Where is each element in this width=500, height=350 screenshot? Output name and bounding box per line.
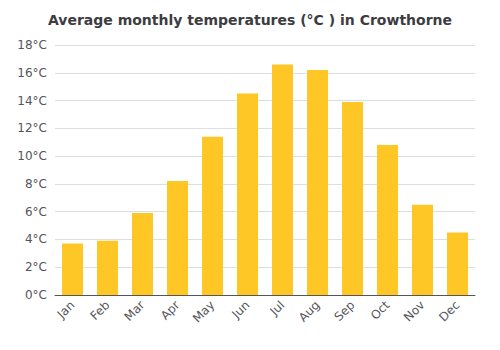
svg-text:Sep: Sep <box>332 298 358 324</box>
svg-text:Apr: Apr <box>158 298 183 323</box>
svg-text:Jan: Jan <box>54 298 78 322</box>
svg-text:16°C: 16°C <box>17 66 47 80</box>
svg-text:May: May <box>190 298 217 325</box>
svg-text:2°C: 2°C <box>25 260 47 274</box>
svg-text:14°C: 14°C <box>17 94 47 108</box>
svg-text:Nov: Nov <box>401 298 427 324</box>
svg-text:8°C: 8°C <box>25 177 47 191</box>
svg-text:Dec: Dec <box>436 298 462 324</box>
svg-text:18°C: 18°C <box>17 38 47 52</box>
svg-text:0°C: 0°C <box>25 288 47 302</box>
svg-text:Average monthly temperatures (: Average monthly temperatures (°C ) in Cr… <box>48 12 452 28</box>
svg-text:4°C: 4°C <box>25 232 47 246</box>
svg-text:10°C: 10°C <box>17 149 47 163</box>
svg-text:12°C: 12°C <box>17 121 47 135</box>
svg-text:Aug: Aug <box>296 298 322 324</box>
svg-text:Jun: Jun <box>229 298 253 322</box>
svg-text:Feb: Feb <box>88 298 113 323</box>
svg-text:6°C: 6°C <box>25 205 47 219</box>
svg-text:Oct: Oct <box>368 298 393 323</box>
svg-text:Mar: Mar <box>122 298 148 324</box>
svg-text:Jul: Jul <box>267 298 288 319</box>
